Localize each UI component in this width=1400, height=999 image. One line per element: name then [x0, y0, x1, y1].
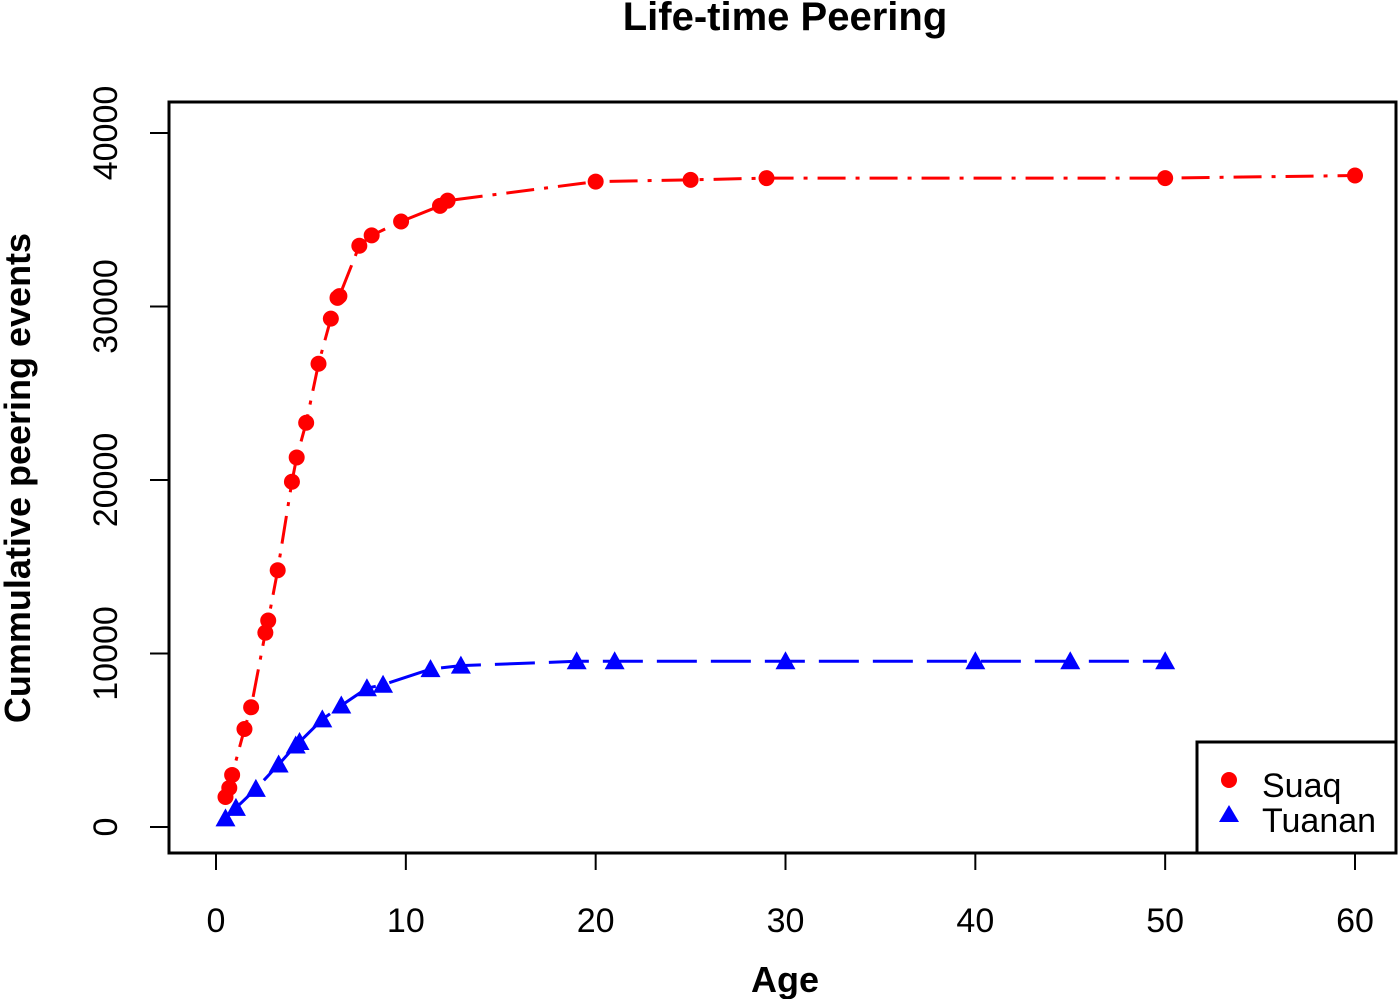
- data-point-suaq: [587, 173, 604, 190]
- data-point-suaq: [243, 699, 260, 716]
- x-tick-label: 40: [956, 902, 994, 940]
- data-point-suaq: [260, 612, 277, 629]
- y-axis-label: Cummulative peering events: [0, 233, 38, 723]
- data-point-tuanan: [225, 797, 246, 816]
- data-point-suaq: [221, 779, 238, 796]
- data-point-suaq: [310, 355, 327, 372]
- legend-marker-suaq: [1221, 772, 1237, 788]
- data-point-suaq: [1347, 167, 1363, 184]
- data-point-tuanan: [215, 808, 236, 827]
- data-point-tuanan: [965, 651, 986, 670]
- data-point-tuanan: [245, 778, 266, 797]
- data-point-suaq: [331, 288, 348, 305]
- data-point-suaq: [322, 310, 339, 327]
- y-tick-label: 40000: [87, 86, 125, 181]
- y-tick-label: 10000: [87, 606, 125, 701]
- y-tick-label: 20000: [87, 433, 125, 528]
- x-tick-label: 10: [387, 902, 425, 940]
- data-point-suaq: [393, 213, 410, 230]
- data-point-tuanan: [312, 709, 333, 728]
- y-tick-label: 30000: [87, 259, 125, 354]
- data-point-tuanan: [566, 651, 587, 670]
- data-point-tuanan: [373, 674, 394, 693]
- data-point-tuanan: [1155, 651, 1176, 670]
- data-point-suaq: [758, 170, 775, 187]
- plot-frame: [167, 100, 1398, 855]
- legend-marker-tuanan: [1219, 805, 1239, 822]
- x-tick-label: 0: [207, 902, 226, 940]
- data-point-suaq: [351, 237, 368, 254]
- data-point-suaq: [682, 171, 699, 188]
- data-point-tuanan: [268, 754, 289, 773]
- data-point-suaq: [363, 227, 380, 244]
- data-point-suaq: [298, 414, 315, 431]
- series-line-suaq: [224, 174, 1356, 798]
- data-point-suaq: [288, 449, 305, 466]
- data-point-suaq: [283, 473, 300, 490]
- data-point-tuanan: [331, 695, 352, 714]
- data-point-tuanan: [356, 678, 377, 697]
- data-point-tuanan: [775, 651, 796, 670]
- x-tick-label: 30: [767, 902, 805, 940]
- x-tick-label: 20: [577, 902, 615, 940]
- y-tick-label: 0: [87, 818, 125, 837]
- chart-title: Life-time Peering: [623, 0, 948, 39]
- legend: Suaq Tuanan: [1195, 740, 1398, 855]
- data-point-suaq: [257, 624, 274, 641]
- x-tick-label: 60: [1336, 902, 1374, 940]
- legend-label-suaq: Suaq: [1262, 767, 1341, 805]
- x-axis-label: Age: [751, 959, 819, 999]
- data-point-tuanan: [289, 731, 310, 750]
- legend-label-tuanan: Tuanan: [1262, 802, 1376, 840]
- data-point-suaq: [439, 192, 456, 209]
- data-point-tuanan: [420, 659, 441, 678]
- data-point-suaq: [269, 562, 286, 579]
- x-tick-label: 50: [1146, 902, 1184, 940]
- data-point-tuanan: [604, 651, 625, 670]
- data-point-suaq: [224, 766, 241, 783]
- data-point-suaq: [1157, 170, 1174, 187]
- data-point-tuanan: [450, 655, 471, 674]
- data-point-tuanan: [1060, 651, 1081, 670]
- data-point-suaq: [236, 720, 253, 737]
